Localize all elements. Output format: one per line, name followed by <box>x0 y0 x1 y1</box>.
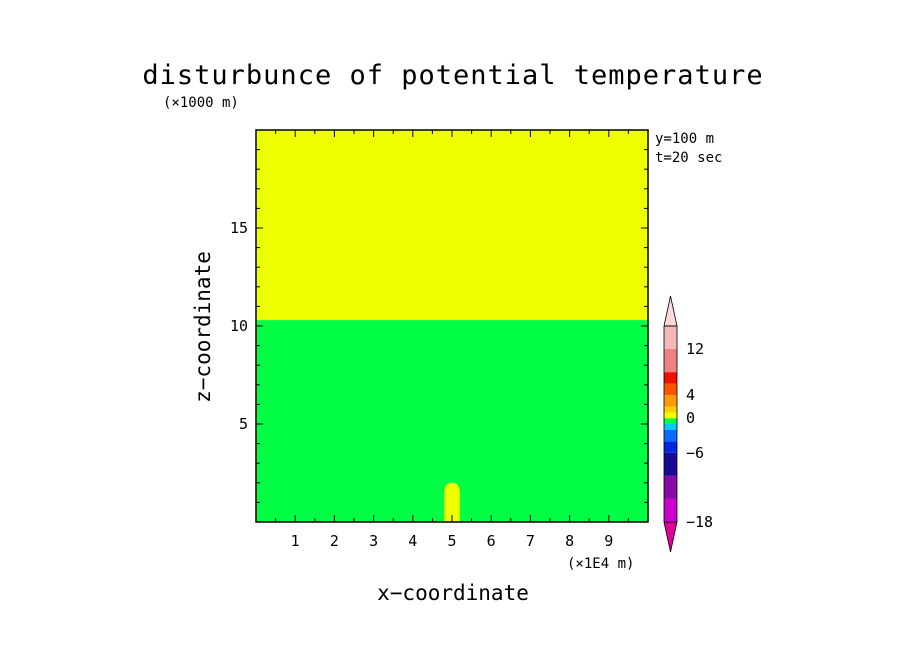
annotation-y: y=100 m <box>655 131 714 147</box>
y-axis-label: z−coordinate <box>191 251 215 403</box>
annotation-t: t=20 sec <box>655 150 722 166</box>
plot-regions <box>256 130 648 522</box>
x-tick-label: 8 <box>565 532 574 550</box>
y-unit-label: (×1000 m) <box>163 95 239 111</box>
x-tick-label: 6 <box>487 532 496 550</box>
x-tick-label: 2 <box>330 532 339 550</box>
colorbar-level <box>664 429 677 442</box>
colorbar-level <box>664 452 677 476</box>
y-tick-label: 10 <box>230 317 248 335</box>
colorbar-level <box>664 326 677 350</box>
colorbar-level <box>664 395 677 407</box>
y-tick-label: 15 <box>230 219 248 237</box>
x-axis-label: x−coordinate <box>377 581 529 605</box>
y-tick-label: 5 <box>239 415 248 433</box>
colorbar-level <box>664 475 677 499</box>
colorbar-level <box>664 424 677 430</box>
x-tick-label: 5 <box>447 532 456 550</box>
colorbar-labels: 12 4 0 −6 −18 <box>686 340 713 531</box>
colorbar <box>663 295 678 553</box>
colorbar-level <box>664 372 677 384</box>
colorbar-level <box>664 383 677 396</box>
colorbar-level <box>664 412 677 419</box>
colorbar-level <box>664 349 677 373</box>
x-tick-label: 7 <box>526 532 535 550</box>
x-tick-label: 9 <box>604 532 613 550</box>
colorbar-level <box>664 418 677 424</box>
colorbar-level <box>664 441 677 453</box>
chart-title: disturbunce of potential temperature <box>142 60 763 91</box>
colorbar-tick-label: 12 <box>686 340 704 358</box>
colorbar-tick-label: 0 <box>686 409 695 427</box>
colorbar-level <box>664 406 677 413</box>
y-tick-labels: 5 10 15 <box>230 219 248 433</box>
upper-layer-region <box>256 130 648 321</box>
colorbar-tick-label: −6 <box>686 444 704 462</box>
x-tick-label: 4 <box>408 532 417 550</box>
colorbar-level <box>664 498 677 522</box>
colorbar-tick-label: 4 <box>686 386 695 404</box>
x-tick-label: 3 <box>369 532 378 550</box>
bubble-region <box>444 482 460 522</box>
x-tick-labels: 1 2 3 4 5 6 7 8 9 <box>291 532 614 550</box>
x-tick-label: 1 <box>291 532 300 550</box>
colorbar-frame <box>663 325 678 523</box>
axis-ticks <box>256 130 648 522</box>
colorbar-tick-label: −18 <box>686 513 713 531</box>
x-unit-label: (×1E4 m) <box>567 556 634 572</box>
